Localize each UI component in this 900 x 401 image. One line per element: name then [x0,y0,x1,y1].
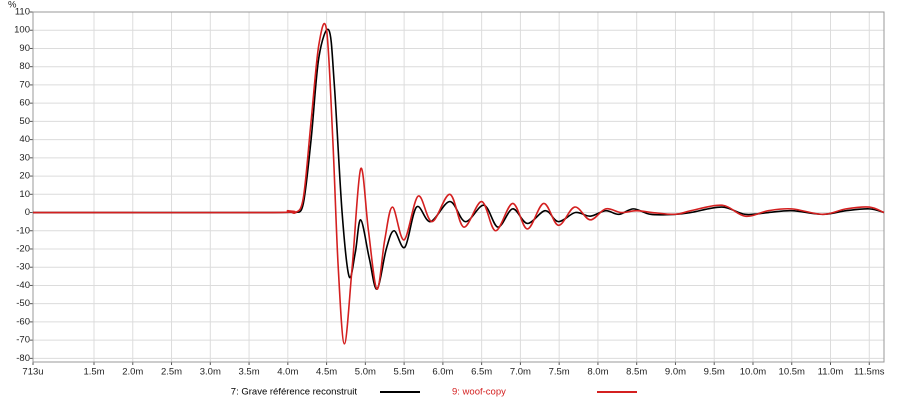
y-tick-label: -20 [16,243,30,254]
x-tick-label: 713u [22,367,43,378]
y-tick-label: 80 [19,61,30,72]
x-tick-label: 9.5m [704,367,725,378]
series-line [32,22,885,345]
y-tick-label: -30 [16,262,30,273]
y-tick-label: 40 [19,134,30,145]
x-tick-label: 6.0m [432,367,453,378]
y-tick-label: -80 [16,353,30,364]
y-tick-label: 70 [19,79,30,90]
x-tick-label: 10.0m [740,367,766,378]
y-tick-label: 60 [19,98,30,109]
y-tick-label: -50 [16,298,30,309]
x-tick-label: 6.5m [471,367,492,378]
y-tick-label: -60 [16,316,30,327]
x-tick-label: 7.5m [549,367,570,378]
y-tick-label: 100 [14,25,30,36]
y-tick-label: 90 [19,43,30,54]
y-tick-label: 50 [19,116,30,127]
y-unit: % [8,0,17,11]
x-tick-label: 7.0m [510,367,531,378]
x-tick-label: 2.5m [161,367,182,378]
x-tick-label: 5.5m [394,367,415,378]
y-tick-label: 30 [19,152,30,163]
y-tick-label: 110 [15,7,30,18]
x-tick-label: 3.0m [200,367,221,378]
y-tick-label: -70 [16,335,30,346]
x-tick-label: 4.0m [277,367,298,378]
x-tick-label: 9.0m [665,367,686,378]
y-tick-label: -10 [16,225,30,236]
x-tick-label: 5.0m [355,367,376,378]
y-tick-label: 20 [19,171,30,182]
y-tick-label: 0 [25,207,30,218]
x-tick-label: 4.5m [316,367,337,378]
y-tick-label: -40 [16,280,30,291]
x-tick-label: 1.5m [83,367,104,378]
x-tick-label: 3.5m [239,367,260,378]
x-tick-label: 11.5ms [854,367,885,378]
legend-label: 7: Grave référence reconstruit [231,387,358,398]
x-tick-label: 2.0m [122,367,143,378]
x-tick-label: 8.5m [626,367,647,378]
x-tick-label: 10.5m [779,367,805,378]
y-tick-label: 10 [19,189,30,200]
x-tick-label: 8.0m [587,367,608,378]
legend-label: 9: woof-copy [452,387,506,398]
series-line [32,28,885,290]
x-tick-label: 11.0m [818,367,844,378]
plot-frame [32,11,885,363]
